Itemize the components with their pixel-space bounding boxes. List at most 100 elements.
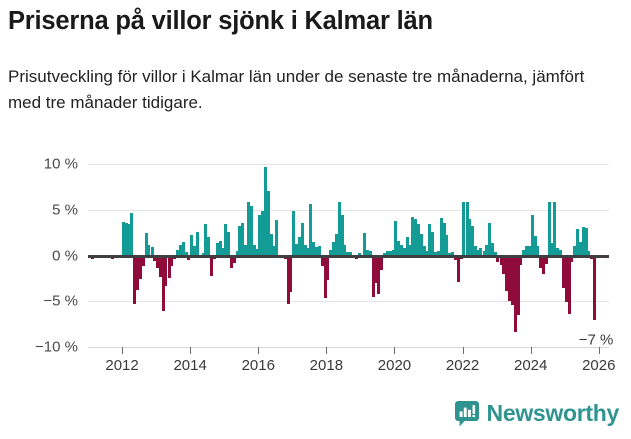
bar-series [87, 164, 609, 347]
gridline-5 [88, 209, 609, 211]
x-tick-label: 2016 [241, 357, 275, 374]
x-tick-mark [190, 347, 192, 354]
zero-line [88, 254, 609, 258]
bar [300, 222, 304, 256]
bar [436, 250, 440, 256]
bar [246, 201, 250, 256]
bar [155, 255, 159, 269]
y-tick-label: 0 % [52, 247, 78, 264]
bar [439, 217, 443, 256]
bar [377, 255, 381, 294]
bar [144, 232, 148, 256]
bar [465, 202, 469, 256]
bar [178, 245, 182, 256]
bar [510, 255, 514, 305]
bar [470, 226, 474, 256]
bar [513, 255, 517, 333]
bar [567, 255, 571, 315]
bar [124, 222, 128, 256]
bar [215, 242, 219, 256]
bar [269, 233, 273, 256]
bar [539, 255, 543, 269]
bar [593, 255, 597, 320]
bar [263, 166, 267, 256]
bar [366, 250, 370, 256]
bar [224, 224, 228, 256]
x-tick-label: 2018 [309, 357, 344, 374]
bar [491, 242, 495, 256]
bar [357, 252, 361, 256]
page-title: Priserna på villor sjönk i Kalmar län [8, 7, 433, 35]
bar [499, 255, 503, 265]
bar [153, 255, 157, 261]
bar [229, 255, 233, 269]
bar [238, 226, 242, 256]
bar [138, 255, 142, 280]
bar [559, 250, 563, 256]
bar [434, 251, 438, 256]
bar [442, 222, 446, 256]
bar [207, 237, 211, 256]
bar [474, 246, 477, 256]
bar [385, 250, 389, 256]
bar [244, 245, 248, 256]
bar [394, 220, 398, 256]
bar [170, 255, 174, 266]
bar [232, 255, 236, 263]
bar [419, 233, 423, 256]
x-tick-label: 2014 [173, 357, 207, 374]
value-annotation: −7 % [578, 331, 614, 349]
x-tick-mark [258, 347, 260, 354]
bar [468, 218, 472, 256]
y-tick-label: −10 % [35, 338, 78, 356]
x-tick-label: 2024 [513, 357, 548, 374]
x-tick-mark [462, 347, 464, 354]
bar [448, 252, 452, 256]
bar [255, 249, 259, 256]
bar [553, 201, 557, 256]
gridline--5 [88, 301, 609, 303]
bar [317, 246, 321, 256]
y-tick-label: 5 % [52, 201, 78, 219]
bar [445, 235, 449, 256]
bar [508, 255, 512, 302]
bar [326, 255, 330, 281]
bar [266, 191, 270, 256]
x-axis-line [88, 347, 609, 348]
bar [581, 227, 585, 256]
bar [564, 255, 568, 303]
chart-subtitle: Prisutveckling för villor i Kalmar län u… [8, 67, 585, 113]
bar [210, 255, 214, 276]
bar [346, 251, 350, 256]
bar [371, 255, 375, 297]
bar [295, 243, 299, 256]
newsworthy-logo[interactable]: Newsworthy [454, 400, 620, 427]
bar [487, 222, 491, 256]
bar [329, 250, 333, 256]
bar [320, 255, 324, 267]
x-tick-mark [394, 347, 396, 354]
bar [542, 255, 546, 274]
bar [121, 221, 125, 256]
y-tick-label: −5 % [43, 292, 78, 310]
bar [312, 241, 316, 256]
bar [397, 240, 401, 256]
bar [519, 255, 523, 265]
bar [516, 255, 520, 315]
bar [485, 244, 489, 256]
bar [363, 232, 367, 256]
bar [190, 235, 194, 256]
bar [349, 251, 353, 256]
bar [456, 255, 460, 283]
x-axis-ticks: 2012 2014 2016 2018 2020 2022 2024 2026 [88, 347, 615, 377]
bar [405, 237, 409, 256]
bar [161, 255, 165, 312]
bar [533, 236, 537, 256]
bar [505, 255, 508, 292]
bar [164, 255, 168, 286]
bar [235, 250, 239, 256]
bar [204, 224, 208, 256]
newsworthy-wordmark: Newsworthy [486, 400, 620, 426]
bar [380, 255, 384, 271]
